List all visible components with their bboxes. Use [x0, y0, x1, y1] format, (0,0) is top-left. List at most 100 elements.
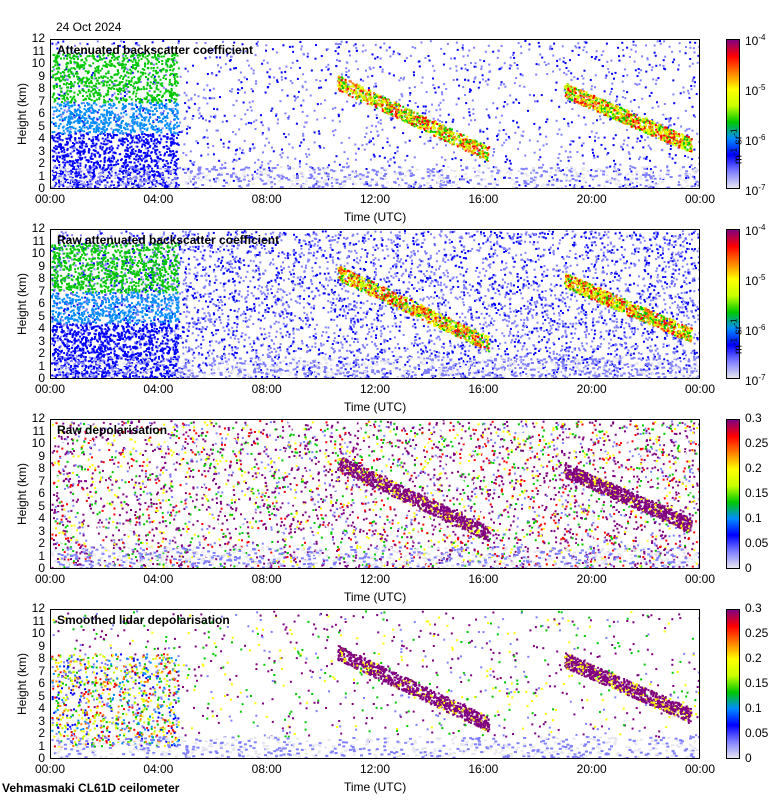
x-tick-label: 08:00 [237, 193, 297, 205]
y-tick-label: 2 [5, 727, 45, 739]
colorbar [726, 39, 740, 189]
x-tick-label: 20:00 [562, 763, 622, 775]
y-tick-label: 9 [5, 260, 45, 272]
x-tick-label: 20:00 [562, 573, 622, 585]
colorbar [726, 609, 740, 759]
y-tick-label: 6 [5, 487, 45, 499]
x-tick-label: 16:00 [453, 763, 513, 775]
x-tick-label: 00:00 [20, 193, 80, 205]
colorbar-tick-label: 0.1 [745, 702, 762, 714]
x-tick-label: 12:00 [345, 763, 405, 775]
x-tick-label: 08:00 [237, 383, 297, 395]
colorbar-tick-label: 10-6 [745, 132, 765, 147]
y-tick-label: 3 [5, 145, 45, 157]
heatmap-canvas [51, 230, 699, 378]
y-tick-label: 10 [5, 57, 45, 69]
colorbar-tick-label: 10-6 [745, 322, 765, 337]
colorbar-tick-label: 0.3 [745, 412, 762, 424]
x-axis-label: Time (UTC) [344, 210, 406, 224]
x-tick-label: 04:00 [128, 573, 188, 585]
y-tick-label: 12 [5, 412, 45, 424]
y-tick-label: 11 [5, 235, 45, 247]
y-tick-label: 5 [5, 120, 45, 132]
y-tick-label: 5 [5, 310, 45, 322]
plot-area [50, 609, 700, 759]
y-tick-label: 1 [5, 550, 45, 562]
colorbar-unit-label: m-1 sr-1 [730, 306, 745, 366]
x-tick-label: 16:00 [453, 193, 513, 205]
colorbar-tick-label: 10-7 [745, 372, 765, 387]
x-tick-label: 00:00 [670, 383, 730, 395]
plot-area [50, 39, 700, 189]
y-tick-label: 5 [5, 500, 45, 512]
y-tick-label: 7 [5, 95, 45, 107]
y-tick-label: 12 [5, 32, 45, 44]
y-tick-label: 0 [5, 182, 45, 194]
colorbar-unit-label: m-1 sr-1 [730, 116, 745, 176]
chart-title: Attenuated backscatter coefficient [57, 43, 253, 57]
colorbar-tick-label: 0 [745, 752, 752, 764]
y-tick-label: 4 [5, 322, 45, 334]
y-tick-label: 12 [5, 222, 45, 234]
y-tick-label: 12 [5, 602, 45, 614]
y-tick-label: 9 [5, 640, 45, 652]
chart-title: Smoothed lidar depolarisation [57, 613, 230, 627]
y-tick-label: 2 [5, 347, 45, 359]
chart-title: Raw attenuated backscatter coefficient [57, 233, 279, 247]
plot-area [50, 419, 700, 569]
x-tick-label: 00:00 [20, 763, 80, 775]
colorbar-tick-label: 0.2 [745, 652, 762, 664]
x-tick-label: 04:00 [128, 383, 188, 395]
x-axis-label: Time (UTC) [344, 590, 406, 604]
y-tick-label: 8 [5, 82, 45, 94]
date-label: 24 Oct 2024 [56, 20, 121, 34]
y-tick-label: 3 [5, 715, 45, 727]
y-tick-label: 3 [5, 525, 45, 537]
x-tick-label: 00:00 [670, 193, 730, 205]
chart-title: Raw depolarisation [57, 423, 167, 437]
colorbar-tick-label: 10-4 [745, 32, 765, 47]
colorbar-tick-label: 10-7 [745, 182, 765, 197]
y-tick-label: 1 [5, 740, 45, 752]
x-tick-label: 04:00 [128, 193, 188, 205]
y-tick-label: 11 [5, 425, 45, 437]
x-tick-label: 12:00 [345, 573, 405, 585]
x-axis-label: Time (UTC) [344, 400, 406, 414]
x-tick-label: 16:00 [453, 573, 513, 585]
x-tick-label: 00:00 [670, 763, 730, 775]
colorbar [726, 229, 740, 379]
y-tick-label: 1 [5, 360, 45, 372]
y-tick-label: 3 [5, 335, 45, 347]
x-tick-label: 16:00 [453, 383, 513, 395]
colorbar-tick-label: 0.25 [745, 437, 768, 449]
y-tick-label: 6 [5, 677, 45, 689]
x-tick-label: 08:00 [237, 763, 297, 775]
colorbar-tick-label: 0.15 [745, 487, 768, 499]
colorbar-tick-label: 10-5 [745, 82, 765, 97]
y-tick-label: 10 [5, 627, 45, 639]
colorbar-tick-label: 0.15 [745, 677, 768, 689]
station-label: Vehmasmaki CL61D ceilometer [2, 781, 179, 795]
y-tick-label: 9 [5, 450, 45, 462]
y-tick-label: 6 [5, 107, 45, 119]
y-tick-label: 8 [5, 652, 45, 664]
colorbar-tick-label: 0.05 [745, 537, 768, 549]
x-tick-label: 00:00 [20, 573, 80, 585]
colorbar-tick-label: 0 [745, 562, 752, 574]
y-tick-label: 8 [5, 272, 45, 284]
y-tick-label: 2 [5, 157, 45, 169]
plot-area [50, 229, 700, 379]
y-tick-label: 7 [5, 665, 45, 677]
colorbar-tick-label: 0.1 [745, 512, 762, 524]
colorbar-tick-label: 0.05 [745, 727, 768, 739]
colorbar [726, 419, 740, 569]
y-tick-label: 2 [5, 537, 45, 549]
heatmap-canvas [51, 610, 699, 758]
y-tick-label: 0 [5, 562, 45, 574]
y-tick-label: 1 [5, 170, 45, 182]
y-tick-label: 6 [5, 297, 45, 309]
x-tick-label: 20:00 [562, 383, 622, 395]
y-tick-label: 8 [5, 462, 45, 474]
y-tick-label: 11 [5, 615, 45, 627]
x-tick-label: 00:00 [670, 573, 730, 585]
